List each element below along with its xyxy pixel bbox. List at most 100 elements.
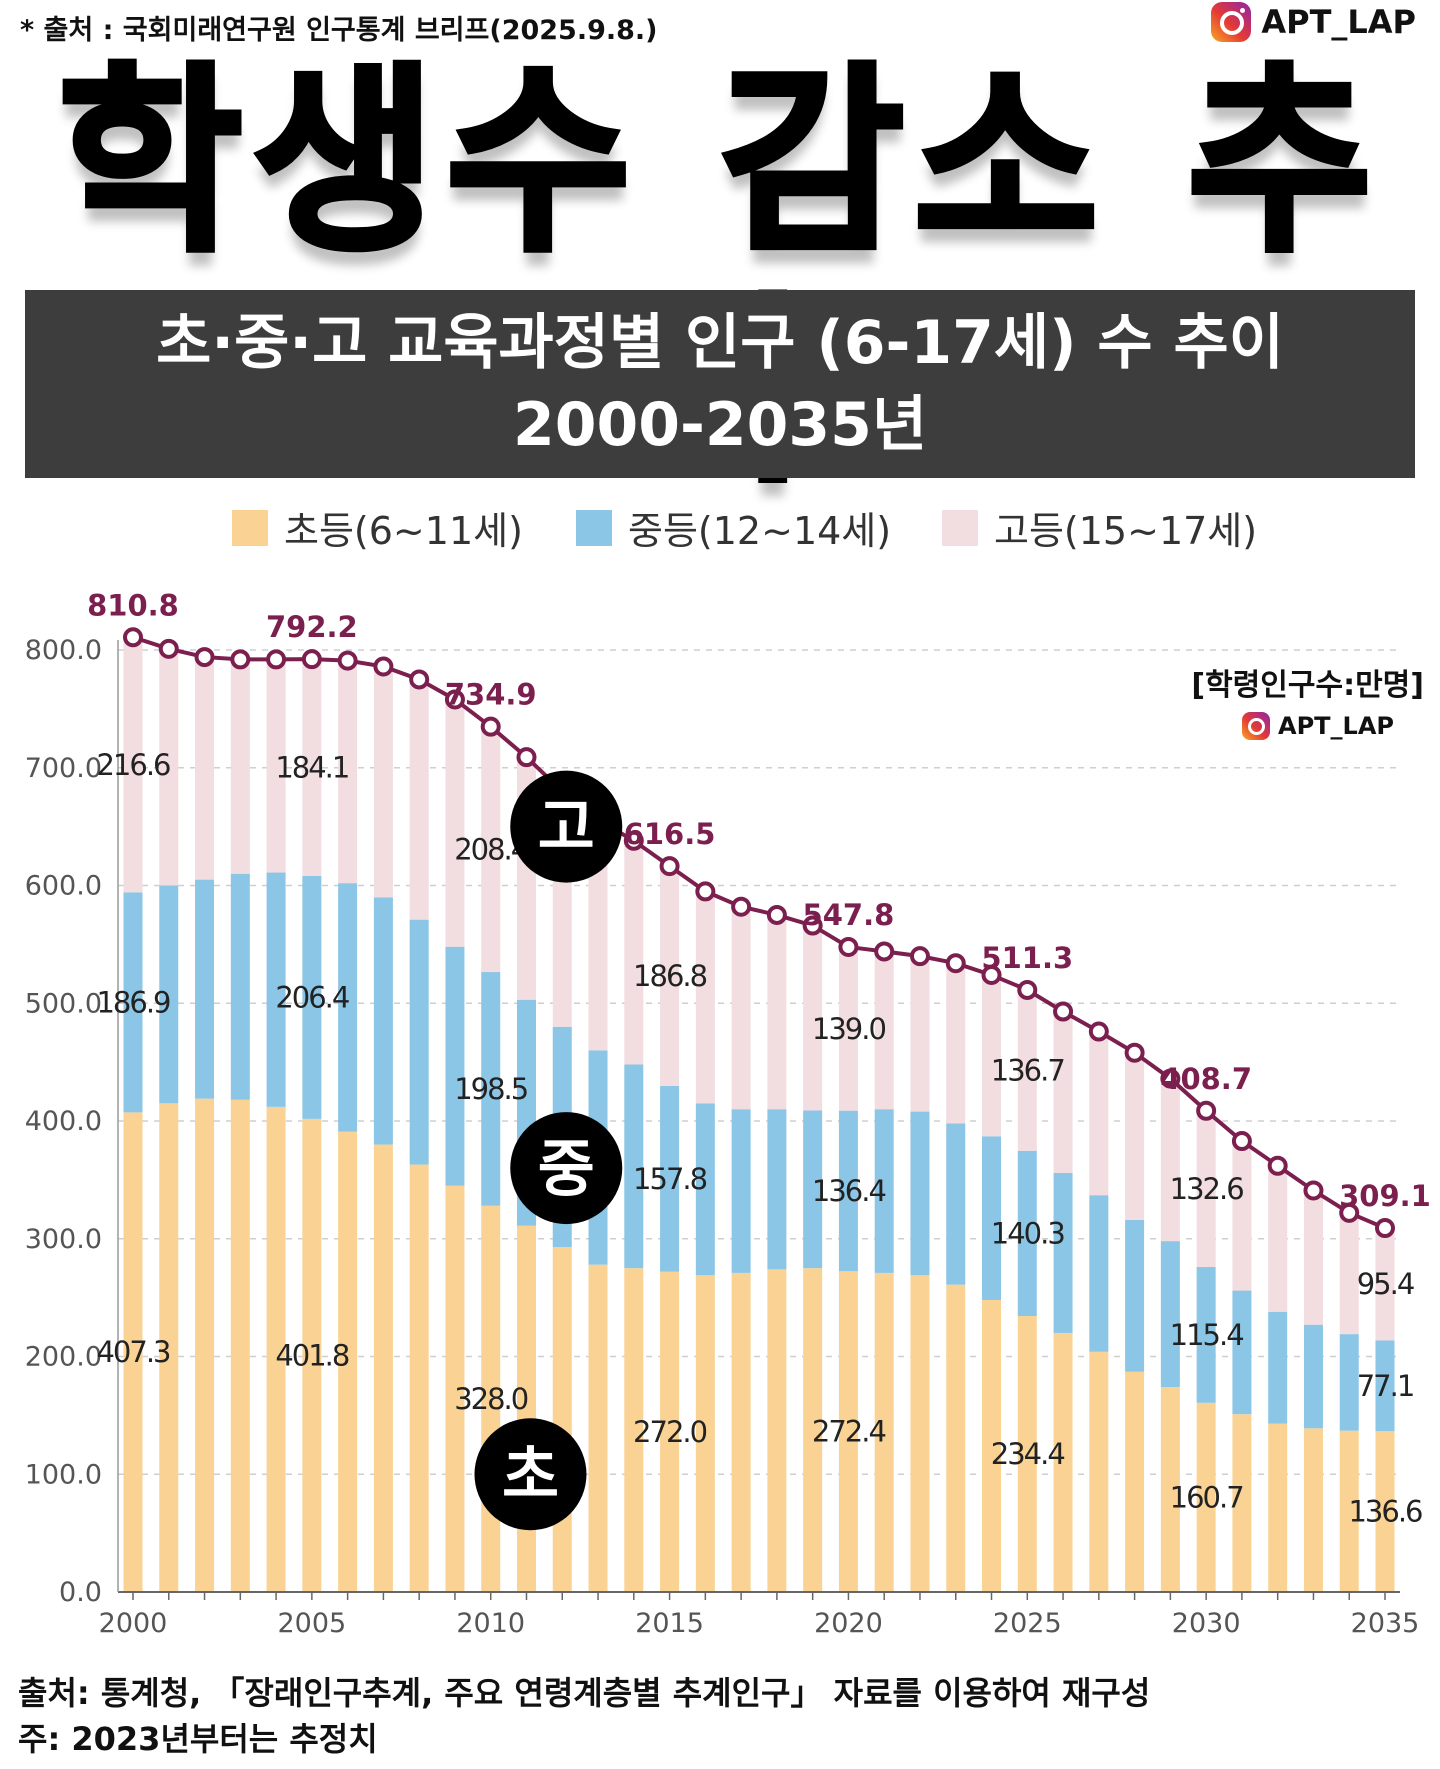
bar-high <box>1053 1011 1073 1173</box>
bar-elementary <box>1017 1315 1037 1592</box>
bar-elementary <box>445 1185 465 1592</box>
legend-item-elementary: 초등(6~11세) <box>232 500 523 555</box>
footer: 출처: 통계청, 「장래인구추계, 주요 연령계층별 추계인구」 자료를 이용하… <box>18 1670 1150 1762</box>
bar-middle <box>373 897 393 1145</box>
bar-elementary <box>910 1275 930 1592</box>
segment-label: 407.3 <box>96 1335 170 1369</box>
bar-high <box>874 951 894 1110</box>
total-point <box>874 941 895 962</box>
bar-elementary <box>1303 1428 1323 1592</box>
x-tick-label: 2015 <box>635 1608 704 1639</box>
total-label: 810.8 <box>87 588 179 622</box>
bar-middle <box>946 1123 966 1285</box>
level-badge-label-elementary: 초 <box>502 1438 559 1511</box>
total-point <box>1339 1202 1360 1223</box>
bar-elementary <box>1232 1414 1252 1592</box>
instagram-icon <box>1211 2 1252 42</box>
bar-middle <box>838 1110 858 1272</box>
bar-elementary <box>338 1131 358 1592</box>
bar-high <box>230 659 250 874</box>
bar-elementary <box>195 1098 215 1592</box>
bar-middle <box>874 1109 894 1273</box>
x-tick-label: 2000 <box>99 1608 168 1639</box>
total-point <box>1196 1100 1217 1121</box>
total-point <box>158 638 179 659</box>
bar-high <box>1017 989 1037 1151</box>
y-tick-label: 300.0 <box>25 1224 102 1255</box>
bar-middle <box>123 892 143 1113</box>
bar-high <box>624 840 644 1065</box>
bar-middle <box>1339 1334 1359 1431</box>
bar-elementary <box>1053 1332 1073 1592</box>
bar-high <box>481 726 501 973</box>
bar-elementary <box>1196 1402 1216 1592</box>
total-point <box>409 669 430 690</box>
bar-high <box>1125 1052 1145 1220</box>
bar-high <box>338 660 358 884</box>
total-point <box>337 650 358 671</box>
bar-middle <box>1160 1241 1180 1388</box>
segment-label: 272.4 <box>812 1415 886 1449</box>
total-point <box>623 830 644 851</box>
instagram-icon-small <box>1242 712 1270 740</box>
legend-item-middle: 중등(12~14세) <box>576 500 891 555</box>
bar-high <box>910 956 930 1112</box>
subtitle-banner: 초·중·고 교육과정별 인구 (6-17세) 수 추이 2000-2035년 <box>25 290 1415 478</box>
total-label: 309.1 <box>1339 1179 1431 1213</box>
bar-elementary <box>1375 1431 1395 1592</box>
bar-high <box>1196 1110 1216 1267</box>
stacked-bar-chart: 0.0 100.0 200.0 300.0 400.0 500.0 600.0 700.0 80… <box>25 588 1431 1639</box>
total-label: 547.8 <box>803 898 895 932</box>
bar-elementary <box>731 1272 751 1592</box>
bar-middle <box>266 872 286 1107</box>
segment-label: 136.6 <box>1348 1495 1422 1529</box>
footer-source: 출처: 통계청, 「장래인구추계, 주요 연령계층별 추계인구」 자료를 이용하… <box>18 1674 1151 1712</box>
total-point <box>1231 1131 1252 1152</box>
bar-elementary <box>230 1099 250 1592</box>
bar-elementary <box>1339 1430 1359 1592</box>
total-point <box>1160 1068 1181 1089</box>
total-point <box>194 647 215 668</box>
segment-label: 186.8 <box>633 959 707 993</box>
bar-high <box>123 637 143 893</box>
segment-label: 328.0 <box>454 1382 528 1416</box>
bar-middle <box>159 885 179 1104</box>
bar-high <box>695 891 715 1104</box>
total-point <box>266 649 287 670</box>
bar-high <box>838 946 858 1111</box>
bar-high <box>731 906 751 1110</box>
bar-high <box>1160 1078 1180 1242</box>
bar-elementary <box>302 1118 322 1592</box>
bar-high <box>302 659 322 876</box>
bar-middle <box>1017 1150 1037 1316</box>
segment-label: 216.6 <box>96 748 170 782</box>
bar-high <box>1089 1031 1109 1196</box>
segment-label: 198.5 <box>454 1072 527 1106</box>
y-tick-label: 100.0 <box>25 1459 102 1490</box>
y-tick-label: 200.0 <box>25 1342 102 1373</box>
legend-label-elementary: 초등(6~11세) <box>284 509 523 553</box>
bar-middle <box>481 972 501 1206</box>
total-point <box>802 915 823 936</box>
subtitle-line2: 2000-2035년 <box>512 390 928 460</box>
segment-label: 186.9 <box>96 985 170 1019</box>
y-tick-label: 400.0 <box>25 1106 102 1137</box>
bar-elementary <box>624 1268 644 1592</box>
bar-elementary <box>838 1271 858 1592</box>
bar-elementary <box>767 1269 787 1592</box>
total-point <box>444 689 465 710</box>
segment-label: 136.7 <box>991 1053 1064 1087</box>
level-badge-label-middle: 중 <box>538 1132 595 1205</box>
segment-label: 136.4 <box>812 1174 886 1208</box>
x-tick-label: 2035 <box>1351 1608 1420 1639</box>
bar-elementary <box>946 1284 966 1592</box>
legend-swatch-middle <box>576 509 612 546</box>
total-point <box>230 649 251 670</box>
level-badge-elementary <box>474 1418 587 1531</box>
segment-label: 115.4 <box>1170 1318 1244 1352</box>
bar-high <box>946 963 966 1124</box>
bar-elementary <box>1089 1351 1109 1592</box>
total-point <box>123 627 143 648</box>
legend-label-middle: 중등(12~14세) <box>628 509 892 553</box>
bar-high <box>660 865 680 1086</box>
